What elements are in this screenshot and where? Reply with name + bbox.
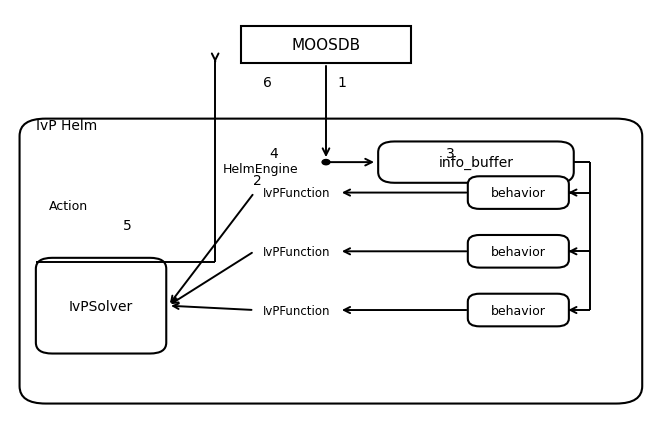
Text: 3: 3 — [445, 147, 454, 161]
FancyBboxPatch shape — [20, 119, 642, 404]
Text: HelmEngine: HelmEngine — [223, 163, 299, 176]
FancyBboxPatch shape — [467, 235, 569, 268]
FancyBboxPatch shape — [378, 142, 574, 183]
Text: Action: Action — [49, 200, 88, 213]
Text: behavior: behavior — [491, 187, 546, 200]
FancyBboxPatch shape — [36, 258, 166, 354]
Text: MOOSDB: MOOSDB — [291, 38, 361, 53]
Bar — [241, 27, 411, 64]
FancyBboxPatch shape — [467, 294, 569, 327]
Text: 2: 2 — [253, 173, 262, 187]
Text: IvPFunction: IvPFunction — [263, 245, 331, 258]
Text: behavior: behavior — [491, 304, 546, 317]
Text: IvP Helm: IvP Helm — [36, 119, 97, 133]
Text: behavior: behavior — [491, 245, 546, 258]
Text: IvPSolver: IvPSolver — [69, 299, 133, 313]
Text: 5: 5 — [123, 219, 132, 233]
FancyBboxPatch shape — [467, 177, 569, 209]
Text: 1: 1 — [338, 76, 347, 89]
Text: IvPFunction: IvPFunction — [263, 187, 331, 200]
Text: IvPFunction: IvPFunction — [263, 304, 331, 317]
Circle shape — [322, 160, 330, 165]
Bar — [36, 163, 629, 395]
Text: info_buffer: info_buffer — [438, 156, 514, 170]
Text: 6: 6 — [263, 76, 272, 89]
Text: 4: 4 — [269, 147, 278, 161]
